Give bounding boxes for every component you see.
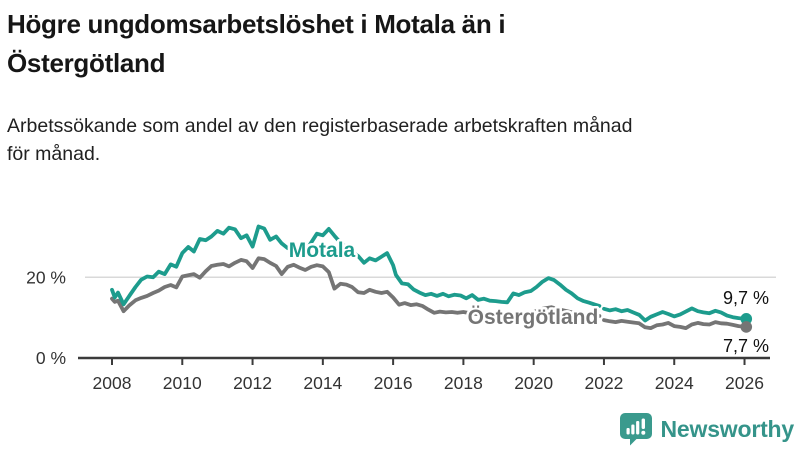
x-tick-label: 2026 [725,373,764,393]
brand-footer: Newsworthy [619,412,794,446]
x-tick-label: 2014 [303,373,342,393]
chart-subtitle: Arbetssökande som andel av den registerb… [7,115,633,166]
x-tick-label: 2024 [655,373,694,393]
x-tick-label: 2022 [584,373,623,393]
y-tick-label: 20 % [26,267,66,287]
ostergotland-end-dot [740,321,753,333]
bar-chart-speech-bubble-icon [619,413,652,446]
y-tick-label: 0 % [36,348,66,368]
ostergotland-end-value-label: 7,7 % [723,336,769,356]
x-tick-label: 2018 [444,373,483,393]
motala-line [602,306,749,323]
x-tick-label: 2016 [374,373,413,393]
motala-end-dot [740,313,753,325]
ostergotland-series-label: Östergötland [468,306,599,329]
motala-line [110,224,602,308]
motala-series-label: Motala [289,239,356,262]
x-tick-label: 2020 [514,373,553,393]
ostergotland-line [110,256,602,319]
x-tick-label: 2010 [163,373,202,393]
x-tick-label: 2012 [233,373,272,393]
brand-wordmark: Newsworthy [660,415,795,442]
ostergotland-line [602,318,749,331]
motala-end-value-label: 9,7 % [723,288,769,308]
x-tick-label: 2008 [93,373,132,393]
page-title: Högre ungdomsarbetslöshet i Motala än i … [7,9,506,78]
